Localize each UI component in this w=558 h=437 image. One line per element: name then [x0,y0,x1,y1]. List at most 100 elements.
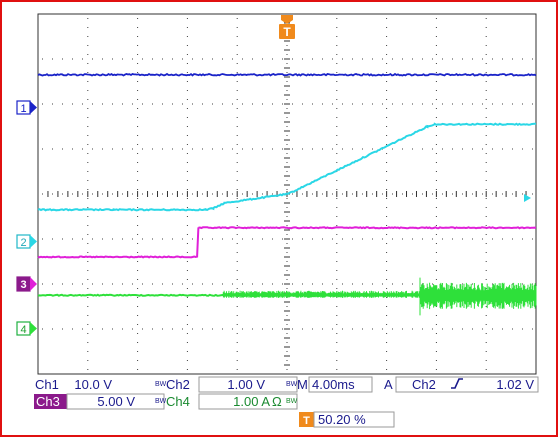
grid-dot [172,58,173,60]
grid-dot [236,252,238,253]
grid-dot [132,58,133,60]
ch1-readout[interactable]: Ch1 10.0 V BW [35,377,167,392]
grid-dot [386,225,388,226]
ch3-trace [37,226,537,259]
grid-dot [236,117,238,118]
grid-dot [222,328,223,330]
grid-dot [92,58,93,60]
grid-dot [292,148,293,150]
grid-dot [352,58,353,60]
grid-dot [485,279,487,280]
grid-dot [92,238,93,240]
grid-dot [485,261,487,262]
grid-dot [137,333,139,334]
ch2-marker[interactable]: 2 [16,234,37,249]
grid-dot [137,90,139,91]
grid-dot [112,103,113,105]
grid-dot [272,148,273,150]
grid-dot [485,144,487,145]
grid-dot [352,193,353,195]
grid-dot [132,193,133,195]
ch2-readout[interactable]: Ch2 1.00 V BW [166,376,298,393]
grid-dot [87,342,89,343]
ch1-marker[interactable]: 1 [16,100,37,115]
grid-dot [522,103,523,105]
grid-dot [236,90,238,91]
grid-dot [172,148,173,150]
ch4-readout[interactable]: Ch4 1.00 A Ω BW [166,393,298,410]
grid-dot [532,103,533,105]
ch3-marker[interactable]: 3 [16,276,37,292]
ch4-marker[interactable]: 4 [16,321,37,336]
grid-dot [292,103,293,105]
grid-dot [137,306,139,307]
grid-dot [452,238,453,240]
grid-dot [232,103,233,105]
ch2-bw-flag: BW [286,381,298,388]
grid-dot [392,103,393,105]
grid-dot [386,189,388,190]
grid-dot [137,135,139,136]
grid-dot [412,193,413,195]
trigger-position-readout[interactable]: T 50.20 % [299,411,395,428]
grid-dot [386,117,388,118]
grid-dot [87,234,89,235]
trigger-setting-readout[interactable]: A Ch2 1.02 V [384,376,539,393]
trigger-level-arrow[interactable] [524,194,531,202]
grid-dot [435,144,437,145]
grid-dot [435,171,437,172]
grid-dot [362,58,363,60]
grid-dot [352,328,353,330]
grid-dot [222,193,223,195]
grid-dot [87,18,89,19]
grid-dot [435,36,437,37]
grid-dot [302,283,303,285]
grid-dot [312,148,313,150]
grid-dot [232,328,233,330]
grid-dot [186,162,188,163]
grid-dot [286,99,288,100]
grid-dot [386,153,388,154]
grid-dot [485,207,487,208]
grid-dot [186,153,188,154]
grid-dot [252,328,253,330]
grid-dot [137,369,139,370]
ch3-readout[interactable]: Ch3 5.00 V BW [34,393,167,410]
grid-dot [142,328,143,330]
grid-dot [392,238,393,240]
timebase-value: 4.00ms [312,377,355,392]
grid-dot [485,18,487,19]
grid-dot [236,360,238,361]
grid-dot [286,117,288,118]
grid-dot [286,198,288,199]
grid-dot [435,189,437,190]
ch3-label: Ch3 [36,394,60,409]
grid-dot [382,103,383,105]
grid-dot [485,180,487,181]
grid-dot [322,328,323,330]
grid-dot [122,283,123,285]
grid-dot [482,238,483,240]
grid-dot [236,144,238,145]
grid-dot [132,148,133,150]
grid-dot [372,238,373,240]
grid-dot [236,72,238,73]
trigger-source: Ch2 [412,377,436,392]
grid-dot [302,103,303,105]
grid-dot [186,288,188,289]
grid-dot [352,103,353,105]
grid-dot [485,162,487,163]
grid-dot [42,193,43,195]
grid-dot [452,103,453,105]
grid-dot [336,27,338,28]
grid-dot [236,36,238,37]
grid-dot [87,144,89,145]
grid-dot [532,58,533,60]
grid-dot [186,81,188,82]
trigger-marker[interactable]: T [279,15,295,39]
timebase-readout[interactable]: M 4.00ms [297,376,373,393]
grid-dot [72,193,73,195]
grid-dot [472,238,473,240]
grid-dot [302,328,303,330]
